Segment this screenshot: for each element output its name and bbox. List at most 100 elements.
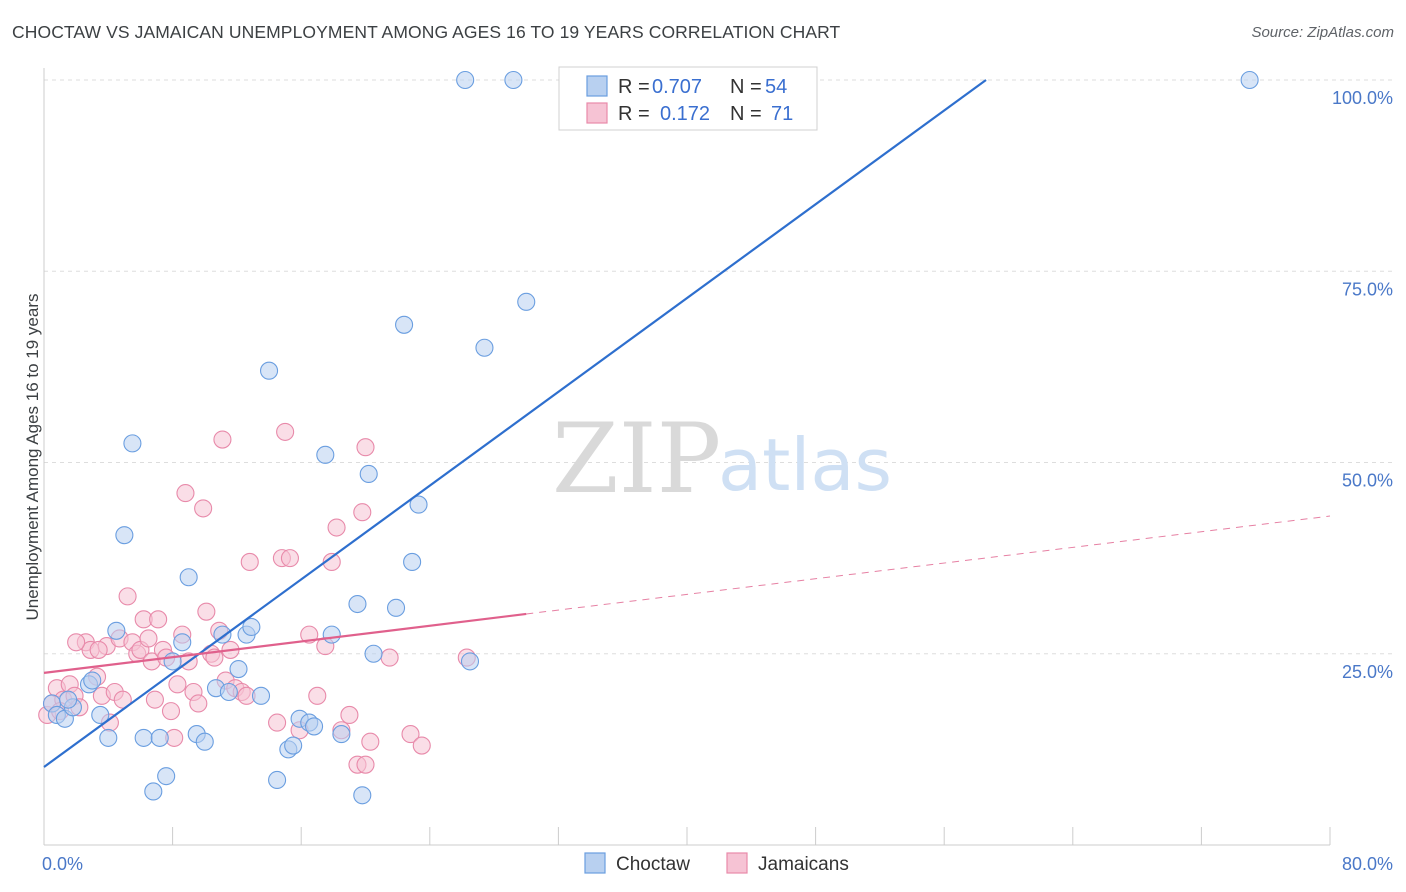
point-choctaw [316,445,335,464]
point-choctaw [305,717,324,736]
grid-lines [44,79,1392,655]
x-tick-label-max: 80.0% [1342,854,1393,874]
point-choctaw [504,70,523,90]
point-choctaw [348,594,367,614]
chart-source: Source: ZipAtlas.com [1251,24,1394,41]
point-choctaw [460,652,480,671]
point-jamaicans [322,552,341,572]
x-tick-label-min: 0.0% [42,854,83,874]
y-tick-label: 75.0% [1342,279,1393,299]
legend-n-label-choctaw: N = [730,76,762,98]
y-tick-label: 100.0% [1332,88,1393,108]
y-tick-labels: 25.0% 50.0% 75.0% 100.0% [1332,88,1393,682]
point-jamaicans [139,629,158,648]
point-choctaw [386,598,406,617]
point-choctaw [115,526,134,545]
legend-r-value-choctaw: 0.707 [652,76,702,98]
chart-title: CHOCTAW VS JAMAICAN UNEMPLOYMENT AMONG A… [12,22,841,42]
point-choctaw [259,361,279,380]
point-jamaicans [113,690,132,709]
bottom-legend: Choctaw Jamaicans [584,852,849,875]
point-jamaicans [340,705,359,725]
point-choctaw [123,434,142,453]
y-axis-label: Unemployment Among Ages 16 to 19 years [23,294,42,621]
watermark-atlas: atlas [718,423,892,507]
point-choctaw [99,728,118,747]
point-jamaicans [401,725,420,744]
point-jamaicans [327,518,346,537]
point-jamaicans [412,736,431,755]
point-choctaw [195,732,214,751]
legend-swatch-jamaicans [586,102,608,124]
point-jamaicans [240,552,259,572]
point-choctaw [322,625,341,644]
point-choctaw [395,315,414,334]
y-tick-label: 25.0% [1342,662,1393,682]
point-choctaw [157,767,176,786]
trend-line-jamaicans-extension [526,515,1331,615]
point-choctaw [173,633,192,652]
point-jamaicans [353,503,372,522]
point-jamaicans [161,702,181,721]
point-jamaicans [197,602,216,621]
trend-line-jamaicans [43,612,527,674]
point-choctaw [150,728,169,747]
point-jamaicans [176,484,195,503]
point-jamaicans [276,422,295,441]
point-choctaw [364,644,383,663]
y-tick-label: 50.0% [1342,471,1393,491]
point-choctaw [409,495,428,514]
point-choctaw [456,70,475,90]
legend-r-label-choctaw: R = [618,76,650,98]
point-choctaw [332,725,351,744]
watermark: ZIP atlas [552,403,892,515]
point-choctaw [359,464,378,484]
point-choctaw [242,617,261,637]
point-jamaicans [380,648,399,667]
legend-swatch-choctaw [586,75,608,97]
legend-n-value-choctaw: 54 [765,76,787,98]
point-choctaw [179,568,198,587]
point-jamaicans [213,430,232,449]
point-choctaw [284,736,303,755]
point-choctaw [83,671,102,690]
point-jamaicans [145,690,164,709]
point-jamaicans [118,587,137,606]
point-jamaicans [149,610,168,629]
point-choctaw [229,659,248,679]
bottom-legend-label-choctaw: Choctaw [616,854,690,875]
point-jamaicans [67,633,86,652]
legend-box: R = 0.707 N = 54 R = 0.172 N = 71 [558,66,818,131]
point-choctaw [251,686,271,705]
point-choctaw [91,705,110,725]
point-choctaw [353,786,372,805]
trend-lines [43,79,1331,768]
legend-r-value-jamaicans: 0.172 [660,103,710,125]
point-choctaw [403,552,422,572]
point-jamaicans [89,640,108,659]
watermark-zip: ZIP [552,403,721,515]
point-jamaicans [308,686,327,705]
point-jamaicans [280,549,299,568]
point-jamaicans [194,499,213,518]
point-choctaw [517,292,536,311]
point-jamaicans [361,732,380,751]
x-tick-labels: 0.0% 80.0% [42,854,1393,874]
point-jamaicans [189,694,208,713]
point-choctaw [475,338,494,357]
point-jamaicans [168,675,187,694]
point-choctaw [268,770,287,790]
point-jamaicans [356,438,375,457]
point-choctaw [144,782,163,801]
bottom-legend-swatch-choctaw [584,852,606,874]
point-choctaw [107,621,126,640]
legend-r-label-jamaicans: R = [618,103,650,125]
point-jamaicans [268,713,287,732]
point-choctaw [219,682,238,702]
bottom-legend-swatch-jamaicans [726,852,748,874]
trend-line-choctaw [43,79,987,768]
legend-n-label-jamaicans: N = [730,103,762,125]
bottom-legend-label-jamaicans: Jamaicans [758,854,849,875]
point-choctaw [59,690,78,709]
